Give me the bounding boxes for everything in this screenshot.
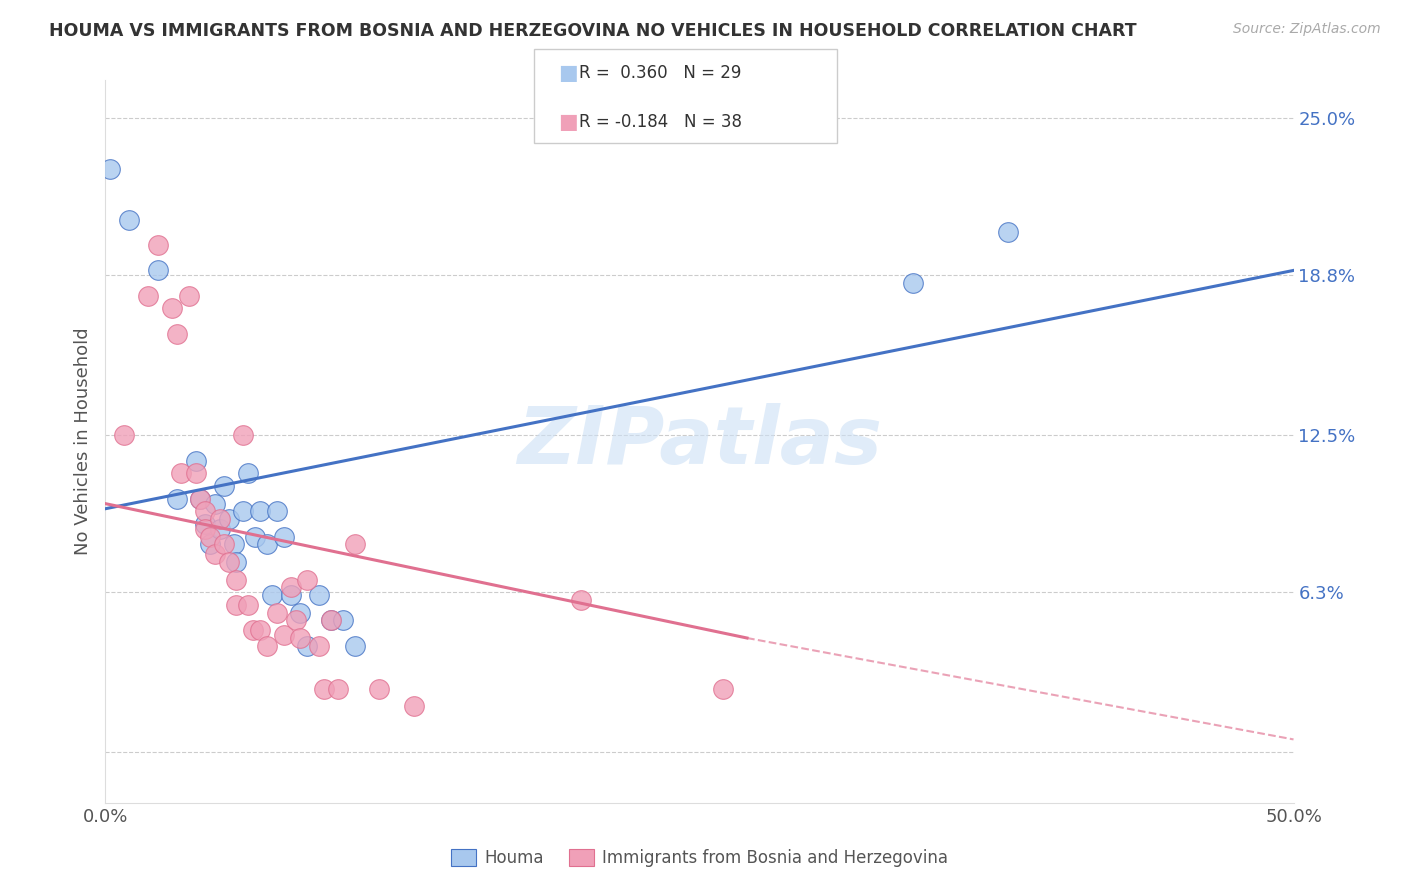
- Point: [208, 512, 231, 526]
- Text: R = -0.184   N = 38: R = -0.184 N = 38: [579, 113, 742, 131]
- Point: [343, 639, 366, 653]
- Point: [218, 512, 240, 526]
- Point: [321, 613, 343, 627]
- Point: [146, 238, 169, 252]
- Point: [166, 326, 188, 341]
- Text: ZIPatlas: ZIPatlas: [517, 402, 882, 481]
- Point: [343, 537, 366, 551]
- Point: [273, 628, 295, 642]
- Point: [136, 289, 159, 303]
- Point: [214, 537, 236, 551]
- Point: [321, 613, 343, 627]
- Point: [166, 491, 188, 506]
- Point: [190, 491, 212, 506]
- Point: [198, 530, 221, 544]
- Point: [997, 226, 1019, 240]
- Text: ■: ■: [558, 63, 578, 83]
- Point: [266, 606, 288, 620]
- Point: [284, 613, 307, 627]
- Point: [198, 537, 221, 551]
- Point: [232, 504, 254, 518]
- Point: [204, 497, 226, 511]
- Point: [160, 301, 183, 316]
- Point: [266, 504, 288, 518]
- Point: [290, 606, 312, 620]
- Point: [308, 639, 330, 653]
- Point: [256, 639, 278, 653]
- Point: [225, 573, 247, 587]
- Point: [404, 699, 426, 714]
- Point: [98, 161, 121, 176]
- Legend: Houma, Immigrants from Bosnia and Herzegovina: Houma, Immigrants from Bosnia and Herzeg…: [444, 842, 955, 874]
- Point: [194, 516, 217, 531]
- Point: [260, 588, 283, 602]
- Point: [222, 537, 245, 551]
- Point: [184, 453, 207, 467]
- Point: [312, 681, 335, 696]
- Point: [290, 631, 312, 645]
- Point: [236, 598, 259, 612]
- Point: [225, 555, 247, 569]
- Text: HOUMA VS IMMIGRANTS FROM BOSNIA AND HERZEGOVINA NO VEHICLES IN HOUSEHOLD CORRELA: HOUMA VS IMMIGRANTS FROM BOSNIA AND HERZ…: [49, 22, 1137, 40]
- Point: [367, 681, 389, 696]
- Point: [332, 613, 354, 627]
- Point: [177, 289, 200, 303]
- Text: Source: ZipAtlas.com: Source: ZipAtlas.com: [1233, 22, 1381, 37]
- Point: [214, 479, 236, 493]
- Point: [308, 588, 330, 602]
- Point: [328, 681, 350, 696]
- Point: [194, 504, 217, 518]
- Point: [569, 593, 592, 607]
- Point: [225, 598, 247, 612]
- Point: [297, 573, 319, 587]
- Point: [273, 530, 295, 544]
- Point: [204, 547, 226, 561]
- Point: [218, 555, 240, 569]
- Point: [256, 537, 278, 551]
- Point: [236, 467, 259, 481]
- Point: [711, 681, 734, 696]
- Point: [242, 624, 264, 638]
- Text: ■: ■: [558, 112, 578, 132]
- Point: [243, 530, 266, 544]
- Point: [903, 276, 925, 290]
- Point: [208, 522, 231, 536]
- Point: [280, 588, 302, 602]
- Point: [297, 639, 319, 653]
- Text: R =  0.360   N = 29: R = 0.360 N = 29: [579, 64, 741, 82]
- Point: [232, 428, 254, 442]
- Point: [118, 212, 141, 227]
- Point: [146, 263, 169, 277]
- Point: [249, 624, 271, 638]
- Point: [170, 467, 193, 481]
- Point: [184, 467, 207, 481]
- Point: [194, 522, 217, 536]
- Point: [249, 504, 271, 518]
- Y-axis label: No Vehicles in Household: No Vehicles in Household: [73, 327, 91, 556]
- Point: [190, 491, 212, 506]
- Point: [114, 428, 136, 442]
- Point: [280, 580, 302, 594]
